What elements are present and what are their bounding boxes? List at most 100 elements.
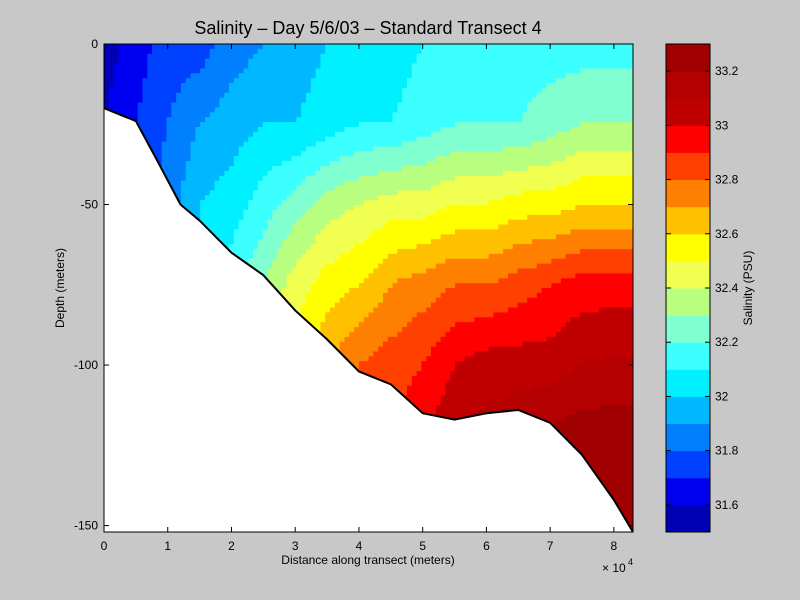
contour-cell <box>286 258 293 265</box>
contour-cell <box>204 122 211 128</box>
contour-cell <box>339 166 346 172</box>
contour-cell <box>171 126 177 133</box>
contour-cell <box>176 166 182 172</box>
contour-cell <box>296 117 302 123</box>
contour-cell <box>272 146 278 152</box>
contour-cell <box>118 107 124 113</box>
contour-cell <box>233 73 240 79</box>
contour-cell <box>267 63 273 69</box>
contour-cell <box>334 248 341 255</box>
contour-cell <box>277 248 283 255</box>
contour-cell <box>262 53 269 60</box>
contour-cell <box>243 107 249 113</box>
contour-cell <box>301 224 307 231</box>
contour-cell <box>195 117 201 123</box>
contour-cell <box>176 68 182 74</box>
contour-cell <box>176 48 182 55</box>
contour-cell <box>267 151 273 157</box>
contour-cell <box>291 214 297 221</box>
contour-cell <box>195 205 201 211</box>
contour-cell <box>291 146 297 152</box>
contour-cell <box>301 156 307 162</box>
contour-cell <box>334 92 341 99</box>
contour-cell <box>334 87 341 94</box>
contour-cell <box>233 58 240 65</box>
contour-cell <box>214 44 221 50</box>
contour-cell <box>320 283 326 289</box>
contour-cell <box>296 166 302 172</box>
contour-cell <box>152 87 158 94</box>
contour-cell <box>243 131 249 138</box>
contour-cell <box>238 48 245 55</box>
contour-cell <box>229 92 235 99</box>
contour-cell <box>310 268 317 274</box>
contour-cell <box>325 312 331 318</box>
contour-cell <box>320 78 326 84</box>
contour-cell <box>281 107 288 113</box>
contour-cell <box>248 92 254 99</box>
contour-cell <box>113 97 120 104</box>
contour-cell <box>209 219 216 226</box>
contour-cell <box>339 229 346 235</box>
contour-cell <box>229 224 235 231</box>
contour-cell <box>330 131 336 138</box>
contour-cell <box>137 58 144 65</box>
contour-cell <box>253 107 259 113</box>
contour-cell <box>161 87 168 94</box>
contour-cell <box>224 161 230 167</box>
contour-cell <box>123 102 129 109</box>
contour-cell <box>200 92 206 99</box>
contour-cell <box>305 156 312 162</box>
contour-cell <box>171 102 177 109</box>
contour-cell <box>315 283 322 289</box>
contour-cell <box>291 58 297 65</box>
contour-cell <box>272 200 278 206</box>
contour-cell <box>176 156 182 162</box>
contour-cell <box>176 180 182 187</box>
contour-cell <box>229 97 235 104</box>
contour-cell <box>253 205 259 211</box>
contour-cell <box>310 48 317 55</box>
contour-cell <box>137 63 144 69</box>
contour-cell <box>229 156 235 162</box>
contour-cell <box>238 102 245 109</box>
contour-cell <box>305 107 312 113</box>
contour-cell <box>339 341 346 348</box>
contour-cell <box>229 122 235 128</box>
contour-cell <box>339 307 346 313</box>
contour-cell <box>219 87 225 94</box>
contour-cell <box>315 327 322 333</box>
contour-cell <box>142 48 148 55</box>
contour-cell <box>320 317 326 323</box>
contour-cell <box>286 63 293 69</box>
contour-cell <box>277 185 283 191</box>
contour-cell <box>161 97 168 104</box>
contour-cell <box>305 253 312 260</box>
contour-cell <box>253 170 259 177</box>
contour-cell <box>320 58 326 65</box>
contour-cell <box>291 278 297 284</box>
contour-cell <box>310 102 317 109</box>
contour-cell <box>281 112 288 118</box>
contour-cell <box>310 146 317 152</box>
contour-cell <box>310 156 317 162</box>
contour-cell <box>238 44 245 50</box>
contour-cell <box>224 214 230 221</box>
contour-cell <box>257 239 264 245</box>
contour-cell <box>229 200 235 206</box>
contour-cell <box>200 185 206 191</box>
contour-cell <box>233 248 240 255</box>
contour-cell <box>334 126 341 133</box>
contour-cell <box>190 161 196 167</box>
contour-cell <box>286 161 293 167</box>
contour-cell <box>325 122 331 128</box>
contour-cell <box>180 107 187 113</box>
contour-cell <box>233 44 240 50</box>
contour-cell <box>310 136 317 143</box>
contour-cell <box>305 190 312 196</box>
contour-cell <box>339 190 346 196</box>
contour-cell <box>209 180 216 187</box>
contour-cell <box>325 53 331 60</box>
plot-area <box>104 44 633 532</box>
contour-cell <box>243 117 249 123</box>
